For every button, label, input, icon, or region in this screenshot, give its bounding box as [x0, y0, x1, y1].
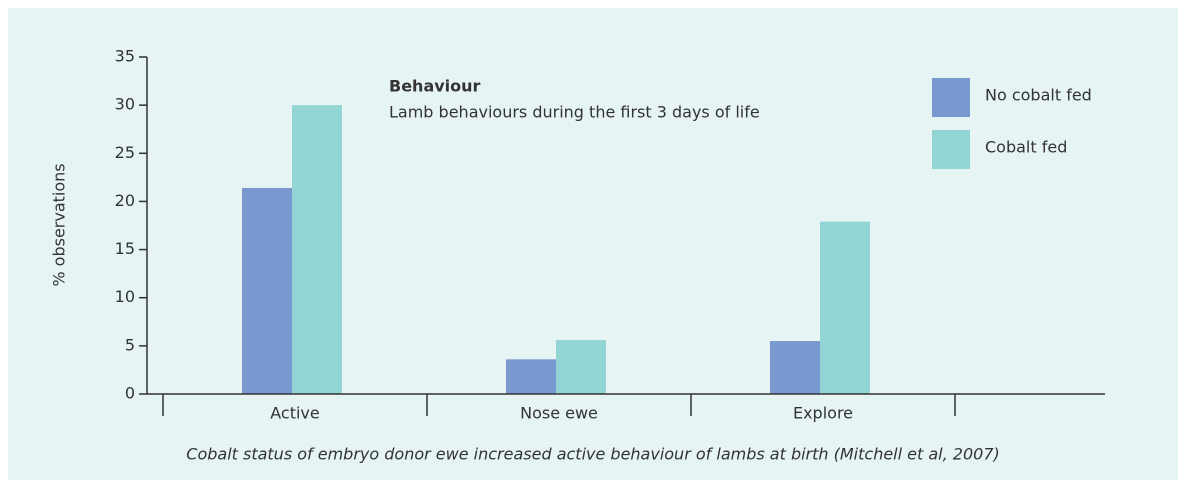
legend-label: No cobalt fed	[985, 86, 1092, 105]
legend-swatch	[932, 78, 970, 117]
bar	[770, 341, 820, 394]
y-tick-label: 25	[115, 143, 135, 162]
y-axis-label: % observations	[50, 163, 69, 286]
bar	[292, 105, 342, 395]
y-tick-label: 10	[115, 287, 135, 306]
legend-label: Cobalt fed	[985, 138, 1067, 157]
bar	[820, 221, 870, 394]
y-tick-label: 15	[115, 239, 135, 258]
y-tick-label: 20	[115, 191, 135, 210]
legend-swatch	[932, 130, 970, 169]
bar	[506, 359, 556, 394]
background	[8, 8, 1178, 480]
y-tick-label: 35	[115, 47, 135, 66]
bar	[242, 187, 292, 394]
x-tick-label: Explore	[793, 404, 853, 423]
y-tick-label: 30	[115, 95, 135, 114]
caption: Cobalt status of embryo donor ewe increa…	[186, 445, 999, 464]
y-tick-label: 0	[125, 384, 135, 403]
chart-title: Behaviour	[389, 77, 481, 96]
x-tick-label: Nose ewe	[520, 404, 598, 423]
y-tick-label: 5	[125, 335, 135, 354]
bar	[556, 340, 606, 394]
x-tick-label: Active	[270, 404, 320, 423]
chart-subtitle: Lamb behaviours during the first 3 days …	[389, 103, 760, 122]
